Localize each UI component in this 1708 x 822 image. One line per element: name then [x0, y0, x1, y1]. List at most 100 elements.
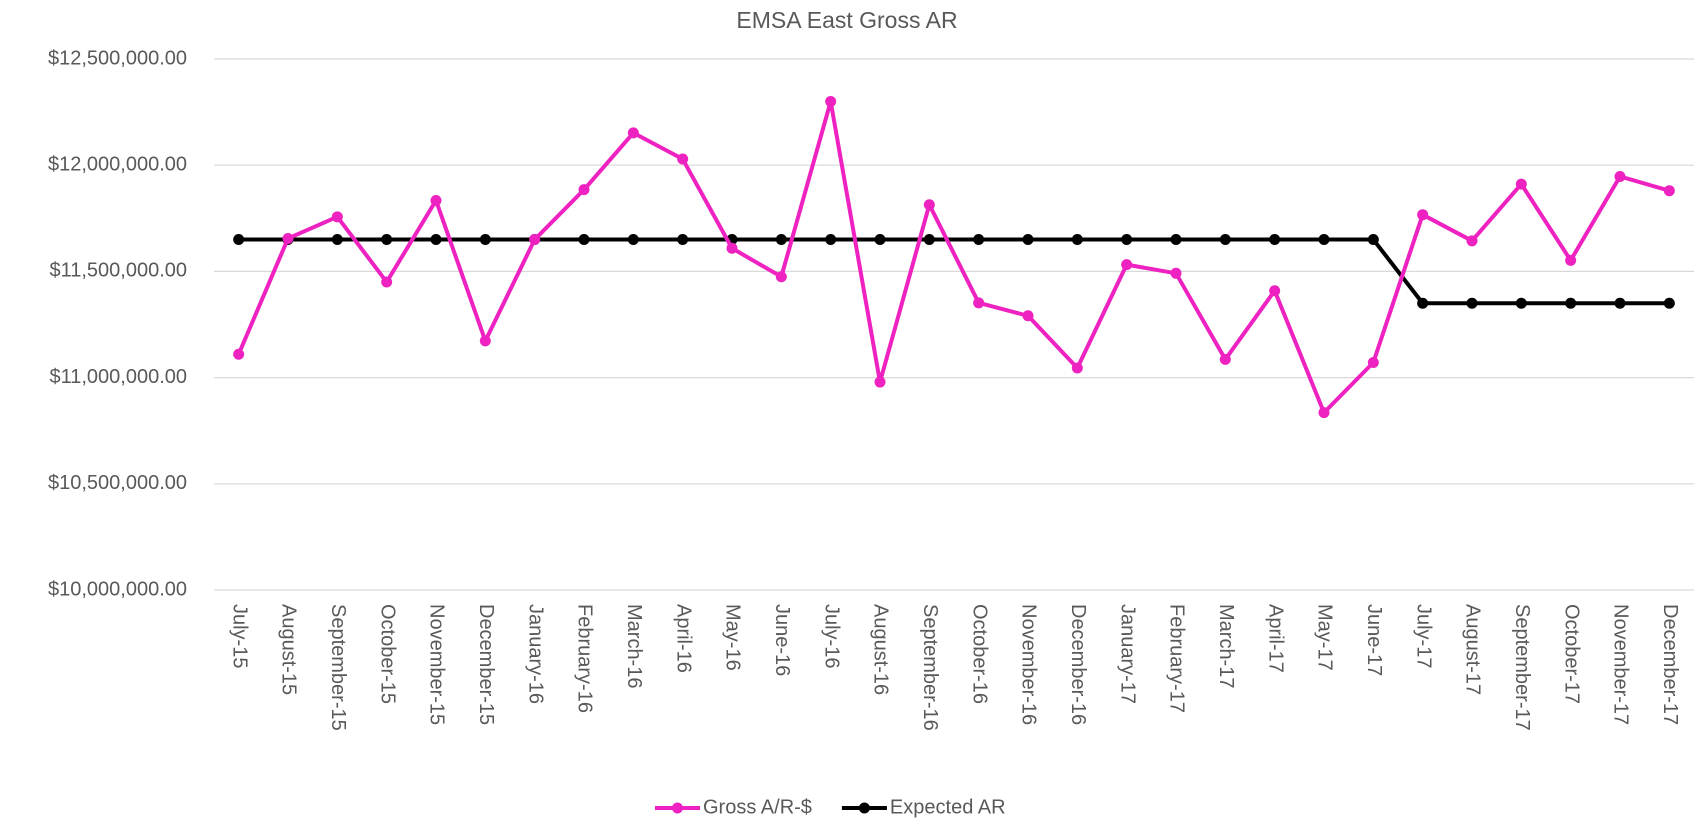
data-point	[923, 234, 935, 246]
data-point	[1269, 234, 1281, 246]
x-tick-label: December-17	[1659, 604, 1681, 725]
data-point	[578, 184, 590, 196]
x-tick-label: May-17	[1314, 604, 1336, 671]
x-tick-label: November-17	[1610, 604, 1632, 725]
data-point	[1022, 310, 1034, 322]
data-point	[233, 348, 245, 360]
data-point	[973, 297, 985, 309]
x-tick-label: July-16	[820, 604, 842, 668]
series-line	[238, 237, 1670, 306]
y-tick-label: $10,000,000.00	[48, 578, 187, 600]
x-tick-label: July-17	[1412, 604, 1434, 668]
data-point	[1071, 362, 1083, 374]
y-tick-label: $12,000,000.00	[48, 153, 187, 175]
legend-label: Expected AR	[890, 796, 1006, 818]
data-point	[1121, 234, 1133, 246]
data-point	[1417, 209, 1429, 221]
x-tick-label: October-15	[376, 604, 398, 704]
data-point	[825, 234, 837, 246]
data-point	[1318, 234, 1330, 246]
data-point	[1466, 235, 1478, 247]
data-point	[1515, 297, 1527, 309]
x-tick-label: August-16	[870, 604, 892, 695]
data-point	[627, 234, 639, 246]
x-tick-label: November-15	[426, 604, 448, 725]
data-point	[578, 234, 590, 246]
data-point	[923, 199, 935, 211]
data-point	[1170, 267, 1182, 279]
x-tick-label: October-17	[1560, 604, 1582, 704]
data-point	[381, 234, 393, 246]
data-point	[1663, 297, 1675, 309]
x-tick-label: July-15	[228, 604, 250, 668]
data-point	[479, 335, 491, 347]
data-point	[430, 234, 442, 246]
legend-marker	[858, 802, 870, 814]
y-tick-label: $10,500,000.00	[48, 472, 187, 494]
x-tick-label: October-16	[968, 604, 990, 704]
data-point	[1367, 357, 1379, 369]
data-point	[1515, 178, 1527, 190]
x-tick-label: January-17	[1116, 604, 1138, 704]
data-point	[331, 211, 343, 223]
x-tick-label: August-17	[1462, 604, 1484, 695]
chart-title: EMSA East Gross AR	[736, 7, 957, 33]
data-point	[825, 95, 837, 107]
x-tick-label: June-17	[1363, 604, 1385, 676]
data-point	[874, 234, 886, 246]
data-point	[1318, 407, 1330, 419]
data-point	[726, 242, 738, 254]
data-point	[1022, 234, 1034, 246]
data-point	[1466, 297, 1478, 309]
x-tick-label: May-16	[722, 604, 744, 671]
x-tick-label: June-16	[771, 604, 793, 676]
legend-marker	[672, 802, 683, 814]
data-point	[282, 232, 294, 244]
data-point	[973, 234, 985, 246]
data-point	[1170, 234, 1182, 246]
x-tick-label: April-16	[672, 604, 694, 673]
data-point	[529, 234, 541, 246]
x-tick-label: September-17	[1511, 604, 1533, 731]
data-point	[775, 234, 787, 246]
data-point	[1565, 254, 1577, 266]
x-tick-label: January-16	[524, 604, 546, 704]
data-point	[1614, 297, 1626, 309]
x-tick-label: September-15	[327, 604, 349, 731]
x-tick-label: February-17	[1166, 604, 1188, 713]
y-tick-label: $12,500,000.00	[48, 47, 187, 69]
data-point	[775, 271, 787, 283]
y-tick-label: $11,500,000.00	[49, 260, 187, 282]
x-tick-label: September-16	[919, 604, 941, 731]
y-tick-label: $11,000,000.00	[49, 366, 187, 388]
data-point	[627, 127, 639, 139]
data-point	[874, 376, 886, 388]
data-point	[1417, 297, 1429, 309]
legend-label: Gross A/R-$	[703, 796, 812, 818]
data-point	[1614, 170, 1626, 182]
data-point	[233, 234, 245, 246]
data-point	[1219, 234, 1231, 246]
x-tick-label: December-15	[475, 604, 497, 725]
x-tick-label: April-17	[1264, 604, 1286, 673]
data-point	[430, 194, 442, 206]
x-tick-label: February-16	[574, 604, 596, 713]
data-point	[677, 234, 689, 246]
x-tick-label: December-16	[1067, 604, 1089, 725]
data-point	[1121, 259, 1133, 271]
data-point	[331, 234, 343, 246]
data-point	[1269, 285, 1281, 297]
data-point	[1565, 297, 1577, 309]
data-point	[1071, 234, 1083, 246]
data-point	[381, 276, 393, 288]
x-tick-label: November-16	[1018, 604, 1040, 725]
series-line	[236, 99, 1670, 415]
data-point	[677, 153, 689, 165]
x-tick-label: March-16	[623, 604, 645, 688]
data-point	[1367, 234, 1379, 246]
data-point	[479, 234, 491, 246]
x-tick-label: March-17	[1215, 604, 1237, 688]
data-point	[1663, 185, 1675, 197]
data-point	[1219, 353, 1231, 365]
